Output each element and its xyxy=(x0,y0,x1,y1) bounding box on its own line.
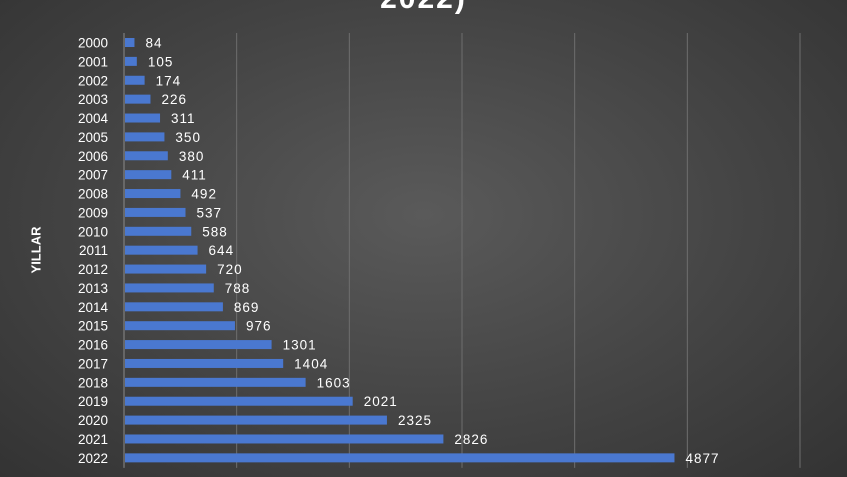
y-tick-label: 2000 xyxy=(78,36,108,51)
y-tick-label: 2009 xyxy=(78,205,108,220)
bar-2004 xyxy=(125,113,161,123)
y-tick-label: 2010 xyxy=(78,224,108,239)
y-tick-label: 2008 xyxy=(78,187,108,202)
bar-2003 xyxy=(125,94,151,104)
data-label: 2826 xyxy=(454,432,488,447)
y-tick-label: 2001 xyxy=(78,54,108,69)
y-tick-label: 2014 xyxy=(78,300,109,315)
data-label: 1301 xyxy=(283,338,317,353)
data-label: 226 xyxy=(161,92,187,107)
y-tick-label: 2005 xyxy=(78,130,108,145)
bar-2022 xyxy=(125,453,675,463)
data-label: 788 xyxy=(225,281,251,296)
y-tick-label: 2007 xyxy=(78,168,108,183)
bar-2006 xyxy=(125,151,168,161)
data-label: 2021 xyxy=(364,394,398,409)
y-tick-label: 2016 xyxy=(78,338,108,353)
y-tick-label: 2013 xyxy=(78,281,108,296)
bar-2007 xyxy=(125,170,172,180)
bar-2018 xyxy=(125,377,306,387)
bar-2021 xyxy=(125,434,444,444)
y-tick-label: 2003 xyxy=(78,92,108,107)
data-label: 2325 xyxy=(398,413,432,428)
data-label: 720 xyxy=(217,262,243,277)
data-labels: 84 105 174 226 311 350 380 411 492 537 588 644 720 78… xyxy=(145,36,719,466)
bar-2016 xyxy=(125,340,272,350)
y-tick-label: 2012 xyxy=(78,262,108,277)
y-tick-label: 2022 xyxy=(78,451,108,466)
data-label: 492 xyxy=(191,187,217,202)
bar-2014 xyxy=(125,302,223,312)
bar-2012 xyxy=(125,264,207,274)
data-label: 411 xyxy=(182,168,207,183)
y-tick-label: 2002 xyxy=(78,73,108,88)
data-label: 1404 xyxy=(294,356,328,371)
y-tick-label: 2011 xyxy=(79,243,108,258)
bar-2015 xyxy=(125,321,235,331)
y-tick-label: 2019 xyxy=(78,394,108,409)
y-tick-label: 2006 xyxy=(78,149,108,164)
bar-2019 xyxy=(125,396,353,406)
bar-2005 xyxy=(125,132,165,142)
y-tick-labels: 2000 2001 2002 2003 2004 2005 2006 2007 2008 2009… xyxy=(78,36,109,466)
data-label: 350 xyxy=(175,130,201,145)
data-label: 311 xyxy=(171,111,196,126)
bar-2011 xyxy=(125,245,198,255)
data-label: 537 xyxy=(197,205,223,220)
bar-2009 xyxy=(125,207,186,217)
bars xyxy=(125,38,675,463)
data-label: 1603 xyxy=(317,375,351,390)
data-label: 4877 xyxy=(685,451,719,466)
data-label: 976 xyxy=(246,319,272,334)
y-tick-label: 2004 xyxy=(78,111,109,126)
y-tick-label: 2020 xyxy=(78,413,108,428)
chart-title: 2022) xyxy=(0,0,847,16)
bar-2002 xyxy=(125,75,145,85)
bar-2017 xyxy=(125,358,284,368)
gridlines xyxy=(236,33,801,468)
y-tick-label: 2018 xyxy=(78,375,108,390)
data-label: 644 xyxy=(209,243,235,258)
bar-2008 xyxy=(125,189,181,199)
bar-2000 xyxy=(125,38,135,47)
y-tick-label: 2017 xyxy=(78,356,108,371)
bar-2001 xyxy=(125,56,137,66)
data-label: 174 xyxy=(156,73,182,88)
data-label: 380 xyxy=(179,149,205,164)
data-label: 84 xyxy=(145,36,162,51)
data-label: 869 xyxy=(234,300,260,315)
y-tick-label: 2021 xyxy=(78,432,108,447)
bar-2020 xyxy=(125,415,387,425)
bar-2010 xyxy=(125,226,192,236)
bar-2013 xyxy=(125,283,214,293)
y-tick-label: 2015 xyxy=(78,319,108,334)
data-label: 105 xyxy=(148,54,174,69)
data-label: 588 xyxy=(202,224,228,239)
